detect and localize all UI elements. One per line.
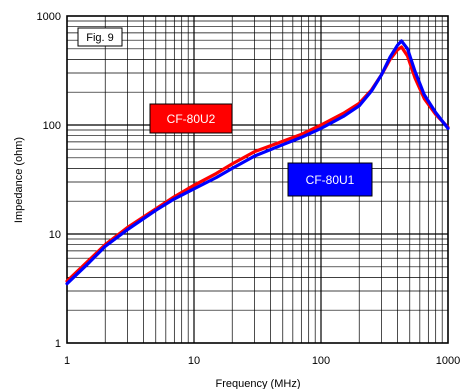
series-lines [65,39,450,286]
legend-label-cf-80u2: CF-80U2 [149,103,233,134]
y-tick-label: 1 [55,338,61,350]
y-tick-label: 1000 [37,11,61,23]
y-tick-labels: 1 10 100 1000 [37,11,61,350]
series-line-cf-80u1 [65,39,450,286]
legend-label-cf-80u1-text: CF-80U1 [306,173,355,187]
legend-label-cf-80u1: CF-80U1 [287,162,373,197]
figure-label-text: Fig. 9 [86,32,114,44]
grid-lines [67,16,448,343]
x-tick-label: 1000 [436,355,460,367]
x-tick-labels: 1 10 100 1000 [64,355,460,367]
y-tick-label: 10 [49,229,61,241]
legend-label-cf-80u2-text: CF-80U2 [167,112,216,126]
x-tick-label: 100 [312,355,330,367]
y-axis-label: Impedance (ohm) [13,137,25,223]
y-tick-label: 100 [43,120,61,132]
plot-frame [66,15,449,344]
figure-label: Fig. 9 [77,27,123,47]
series-line-cf-80u2 [65,45,450,283]
x-tick-label: 1 [64,355,70,367]
x-tick-label: 10 [188,355,200,367]
x-axis-label: Frequency (MHz) [216,378,301,389]
